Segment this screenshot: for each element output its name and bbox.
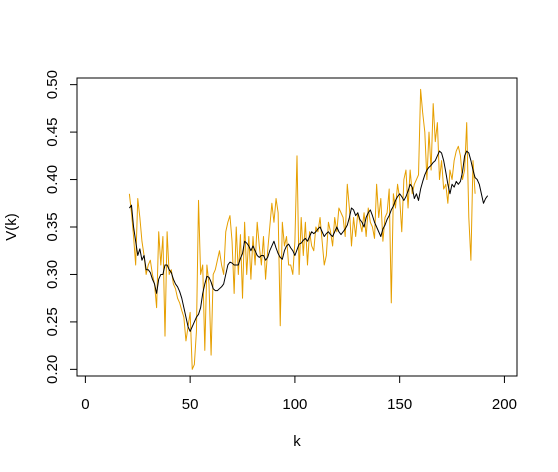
x-tick-label: 0 <box>81 396 89 413</box>
y-tick-label: 0.20 <box>44 355 61 384</box>
x-tick-label: 100 <box>282 396 307 413</box>
y-tick-label: 0.45 <box>44 117 61 146</box>
series-line-1 <box>128 88 476 370</box>
x-axis: 0 50 100 150 200 <box>81 375 517 413</box>
y-tick-label: 0.25 <box>44 307 61 336</box>
y-tick-label: 0.50 <box>44 70 61 99</box>
x-tick-label: 150 <box>387 396 412 413</box>
x-axis-label: k <box>293 433 301 450</box>
y-axis: 0.20 0.25 0.30 0.35 0.40 0.45 0.50 <box>44 70 78 384</box>
y-axis-label: V(k) <box>3 213 20 241</box>
x-tick-label: 200 <box>492 396 517 413</box>
series-line-2 <box>128 150 489 332</box>
y-tick-label: 0.35 <box>44 212 61 241</box>
x-tick-label: 50 <box>182 396 199 413</box>
y-tick-label: 0.30 <box>44 260 61 289</box>
series-layer <box>128 88 489 370</box>
plot-frame <box>76 77 518 377</box>
y-tick-label: 0.40 <box>44 165 61 194</box>
